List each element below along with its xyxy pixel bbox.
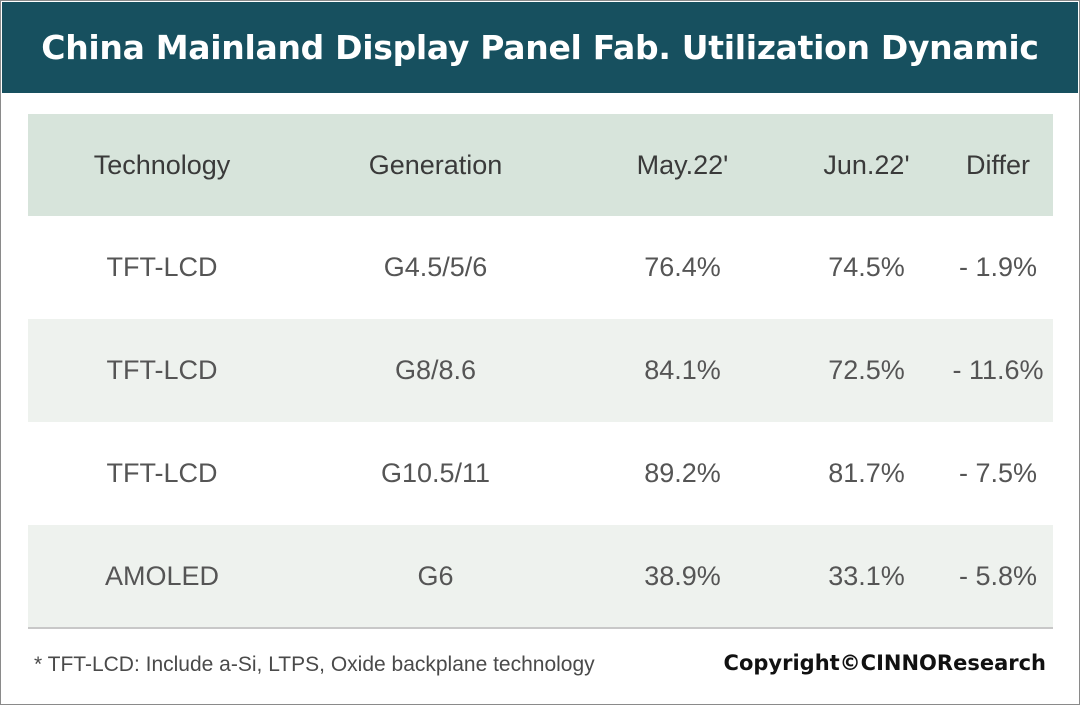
- copyright-notice: Copyright©CINNOResearch: [723, 651, 1046, 675]
- cell-jun-22: 33.1%: [828, 560, 905, 591]
- cell-jun-22: 72.5%: [828, 355, 905, 385]
- chart-title: China Mainland Display Panel Fab. Utiliz…: [41, 28, 1039, 67]
- column-header-jun-22: Jun.22': [823, 149, 910, 180]
- cell-differ: - 7.5%: [958, 458, 1038, 488]
- cell-may-22: 84.1%: [644, 355, 721, 385]
- cell-may-22: 89.2%: [644, 458, 721, 488]
- cell-may-22: 76.4%: [644, 252, 721, 282]
- cell-generation: G4.5/5/6: [383, 252, 488, 282]
- cell-technology: TFT-LCD: [106, 458, 218, 488]
- cell-differ: - 5.8%: [958, 560, 1038, 591]
- cell-technology: TFT-LCD: [106, 355, 218, 385]
- column-header-generation: Generation: [368, 149, 503, 180]
- cell-differ: - 11.6%: [952, 355, 1044, 385]
- cell-technology: TFT-LCD: [106, 252, 218, 282]
- cell-technology: AMOLED: [104, 560, 220, 591]
- cell-jun-22: 74.5%: [828, 252, 905, 282]
- column-header-may-22: May.22': [636, 149, 729, 180]
- cell-generation: G10.5/11: [380, 458, 491, 488]
- table-row: TFT-LCD G8/8.6 84.1% 72.5% - 11.6%: [28, 319, 1053, 422]
- cell-may-22: 38.9%: [644, 560, 721, 591]
- cell-generation: G8/8.6: [394, 355, 477, 385]
- cell-jun-22: 81.7%: [828, 458, 905, 488]
- footnote: * TFT-LCD: Include a-Si, LTPS, Oxide bac…: [34, 653, 595, 676]
- title-bar: China Mainland Display Panel Fab. Utiliz…: [2, 2, 1078, 93]
- utilization-table: Technology Generation May.22' Jun.22' Di…: [28, 114, 1053, 629]
- table-header-row: Technology Generation May.22' Jun.22' Di…: [28, 114, 1053, 216]
- table-row: TFT-LCD G10.5/11 89.2% 81.7% - 7.5%: [28, 422, 1053, 525]
- cell-generation: G6: [417, 560, 454, 591]
- table-row: AMOLED G6 38.9% 33.1% - 5.8%: [28, 525, 1053, 628]
- column-header-technology: Technology: [93, 149, 231, 180]
- table-row: TFT-LCD G4.5/5/6 76.4% 74.5% - 1.9%: [28, 216, 1053, 319]
- column-header-differ: Differ: [965, 149, 1031, 180]
- cell-differ: - 1.9%: [958, 252, 1038, 282]
